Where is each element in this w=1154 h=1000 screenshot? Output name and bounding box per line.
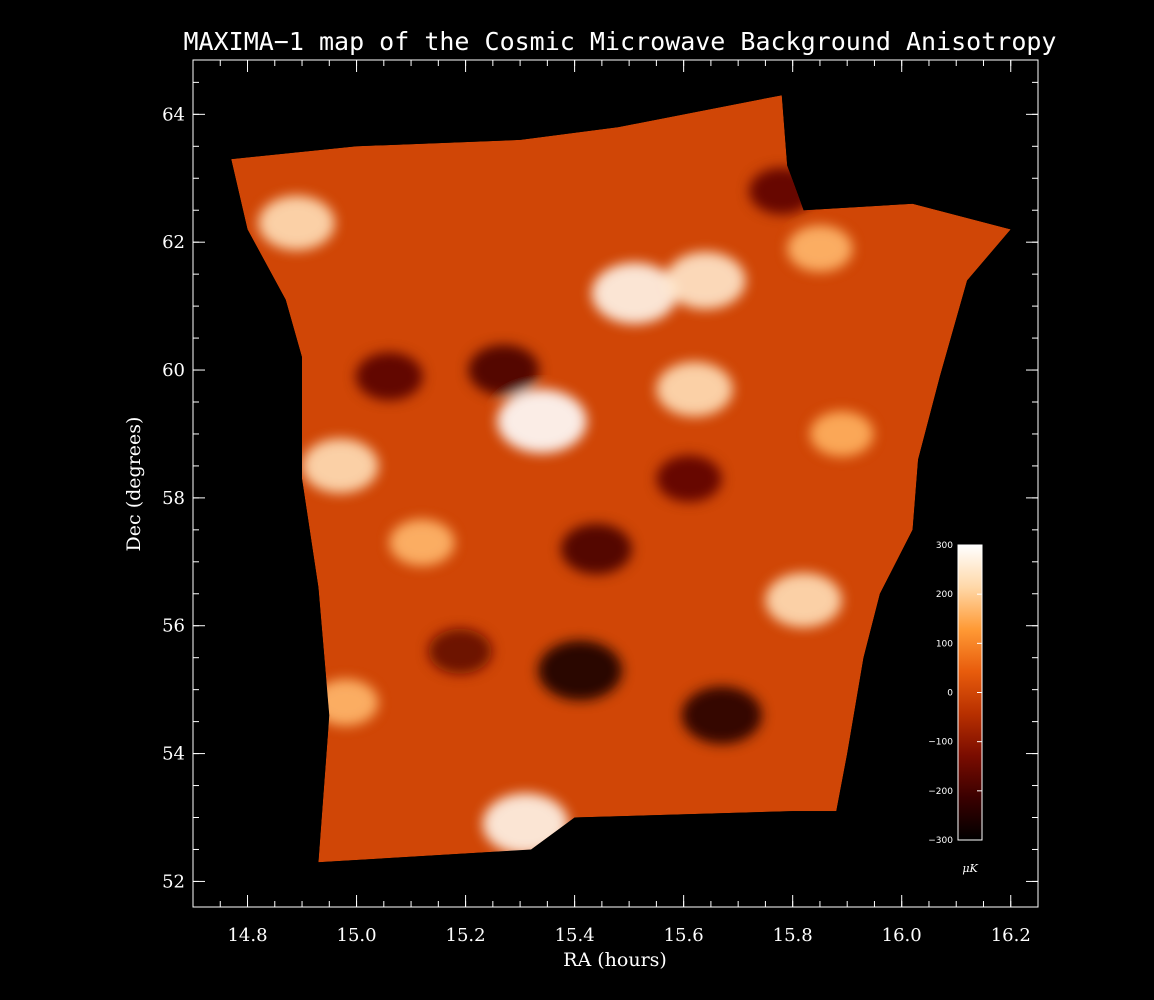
hot-spot: [389, 519, 455, 566]
cold-spot: [749, 167, 815, 215]
y-tick-label: 64: [162, 104, 185, 125]
hot-spot: [497, 389, 587, 454]
colorbar-tick-label: 100: [936, 639, 953, 649]
cold-spot: [681, 686, 762, 744]
x-axis-label: RA (hours): [563, 949, 667, 971]
y-tick-label: 54: [162, 744, 185, 765]
hot-spot: [591, 262, 678, 324]
hot-spot: [765, 572, 842, 628]
axis-ticks: [192, 60, 1039, 907]
y-tick-label: 56: [162, 616, 185, 637]
map-base-region: [231, 95, 1011, 863]
y-tick-label: 58: [162, 488, 185, 509]
plot-frame: [192, 59, 1039, 908]
hot-spot: [312, 679, 379, 726]
x-tick-label: 14.8: [227, 925, 267, 946]
x-tick-label: 15.0: [337, 925, 377, 946]
cold-spot: [468, 344, 540, 396]
cold-spot: [656, 455, 722, 503]
anisotropy-map: [231, 95, 1011, 863]
colorbar-tick-label: 200: [936, 590, 953, 600]
hot-spot: [656, 361, 733, 417]
x-tick-label: 16.0: [882, 925, 922, 946]
x-tick-label: 15.8: [773, 925, 813, 946]
hot-spot: [301, 438, 379, 494]
colorbar-unit: μK: [962, 862, 978, 875]
x-tick-label: 15.2: [446, 925, 486, 946]
y-axis-label: Dec (degrees): [123, 417, 145, 552]
x-tick-label: 15.4: [555, 925, 595, 946]
x-tick-labels: 14.8 15.0 15.2 15.4 15.6 15.8 16.0 16.2: [227, 925, 1030, 946]
y-tick-label: 62: [162, 232, 185, 253]
hot-spot: [665, 251, 746, 310]
x-tick-label: 15.6: [664, 925, 704, 946]
colorbar-ticks: 300 200 100 0 −100 −200 −300: [928, 541, 982, 846]
colorbar-tick-label: 300: [936, 541, 953, 551]
x-tick-label: 16.2: [991, 925, 1031, 946]
colorbar-tick-label: −200: [928, 787, 953, 797]
y-tick-label: 60: [162, 360, 185, 381]
chart-title: MAXIMA−1 map of the Cosmic Microwave Bac…: [184, 27, 1057, 56]
hot-spot: [482, 793, 569, 855]
cold-spot: [538, 640, 623, 701]
y-tick-labels: 52 54 56 58 60 62 64: [162, 104, 185, 892]
colorbar-tick-label: −300: [928, 836, 953, 846]
colorbar-tick-label: −100: [928, 738, 953, 748]
hot-spot: [787, 225, 853, 272]
hot-spot: [258, 195, 335, 251]
colorbar: 300 200 100 0 −100 −200 −300 μK: [928, 541, 983, 875]
y-tick-label: 52: [162, 871, 185, 892]
cold-spot: [560, 523, 632, 575]
hot-spot: [810, 411, 874, 457]
colorbar-tick-label: 0: [947, 689, 953, 699]
cold-spot: [428, 628, 492, 674]
cold-spot: [355, 352, 423, 401]
